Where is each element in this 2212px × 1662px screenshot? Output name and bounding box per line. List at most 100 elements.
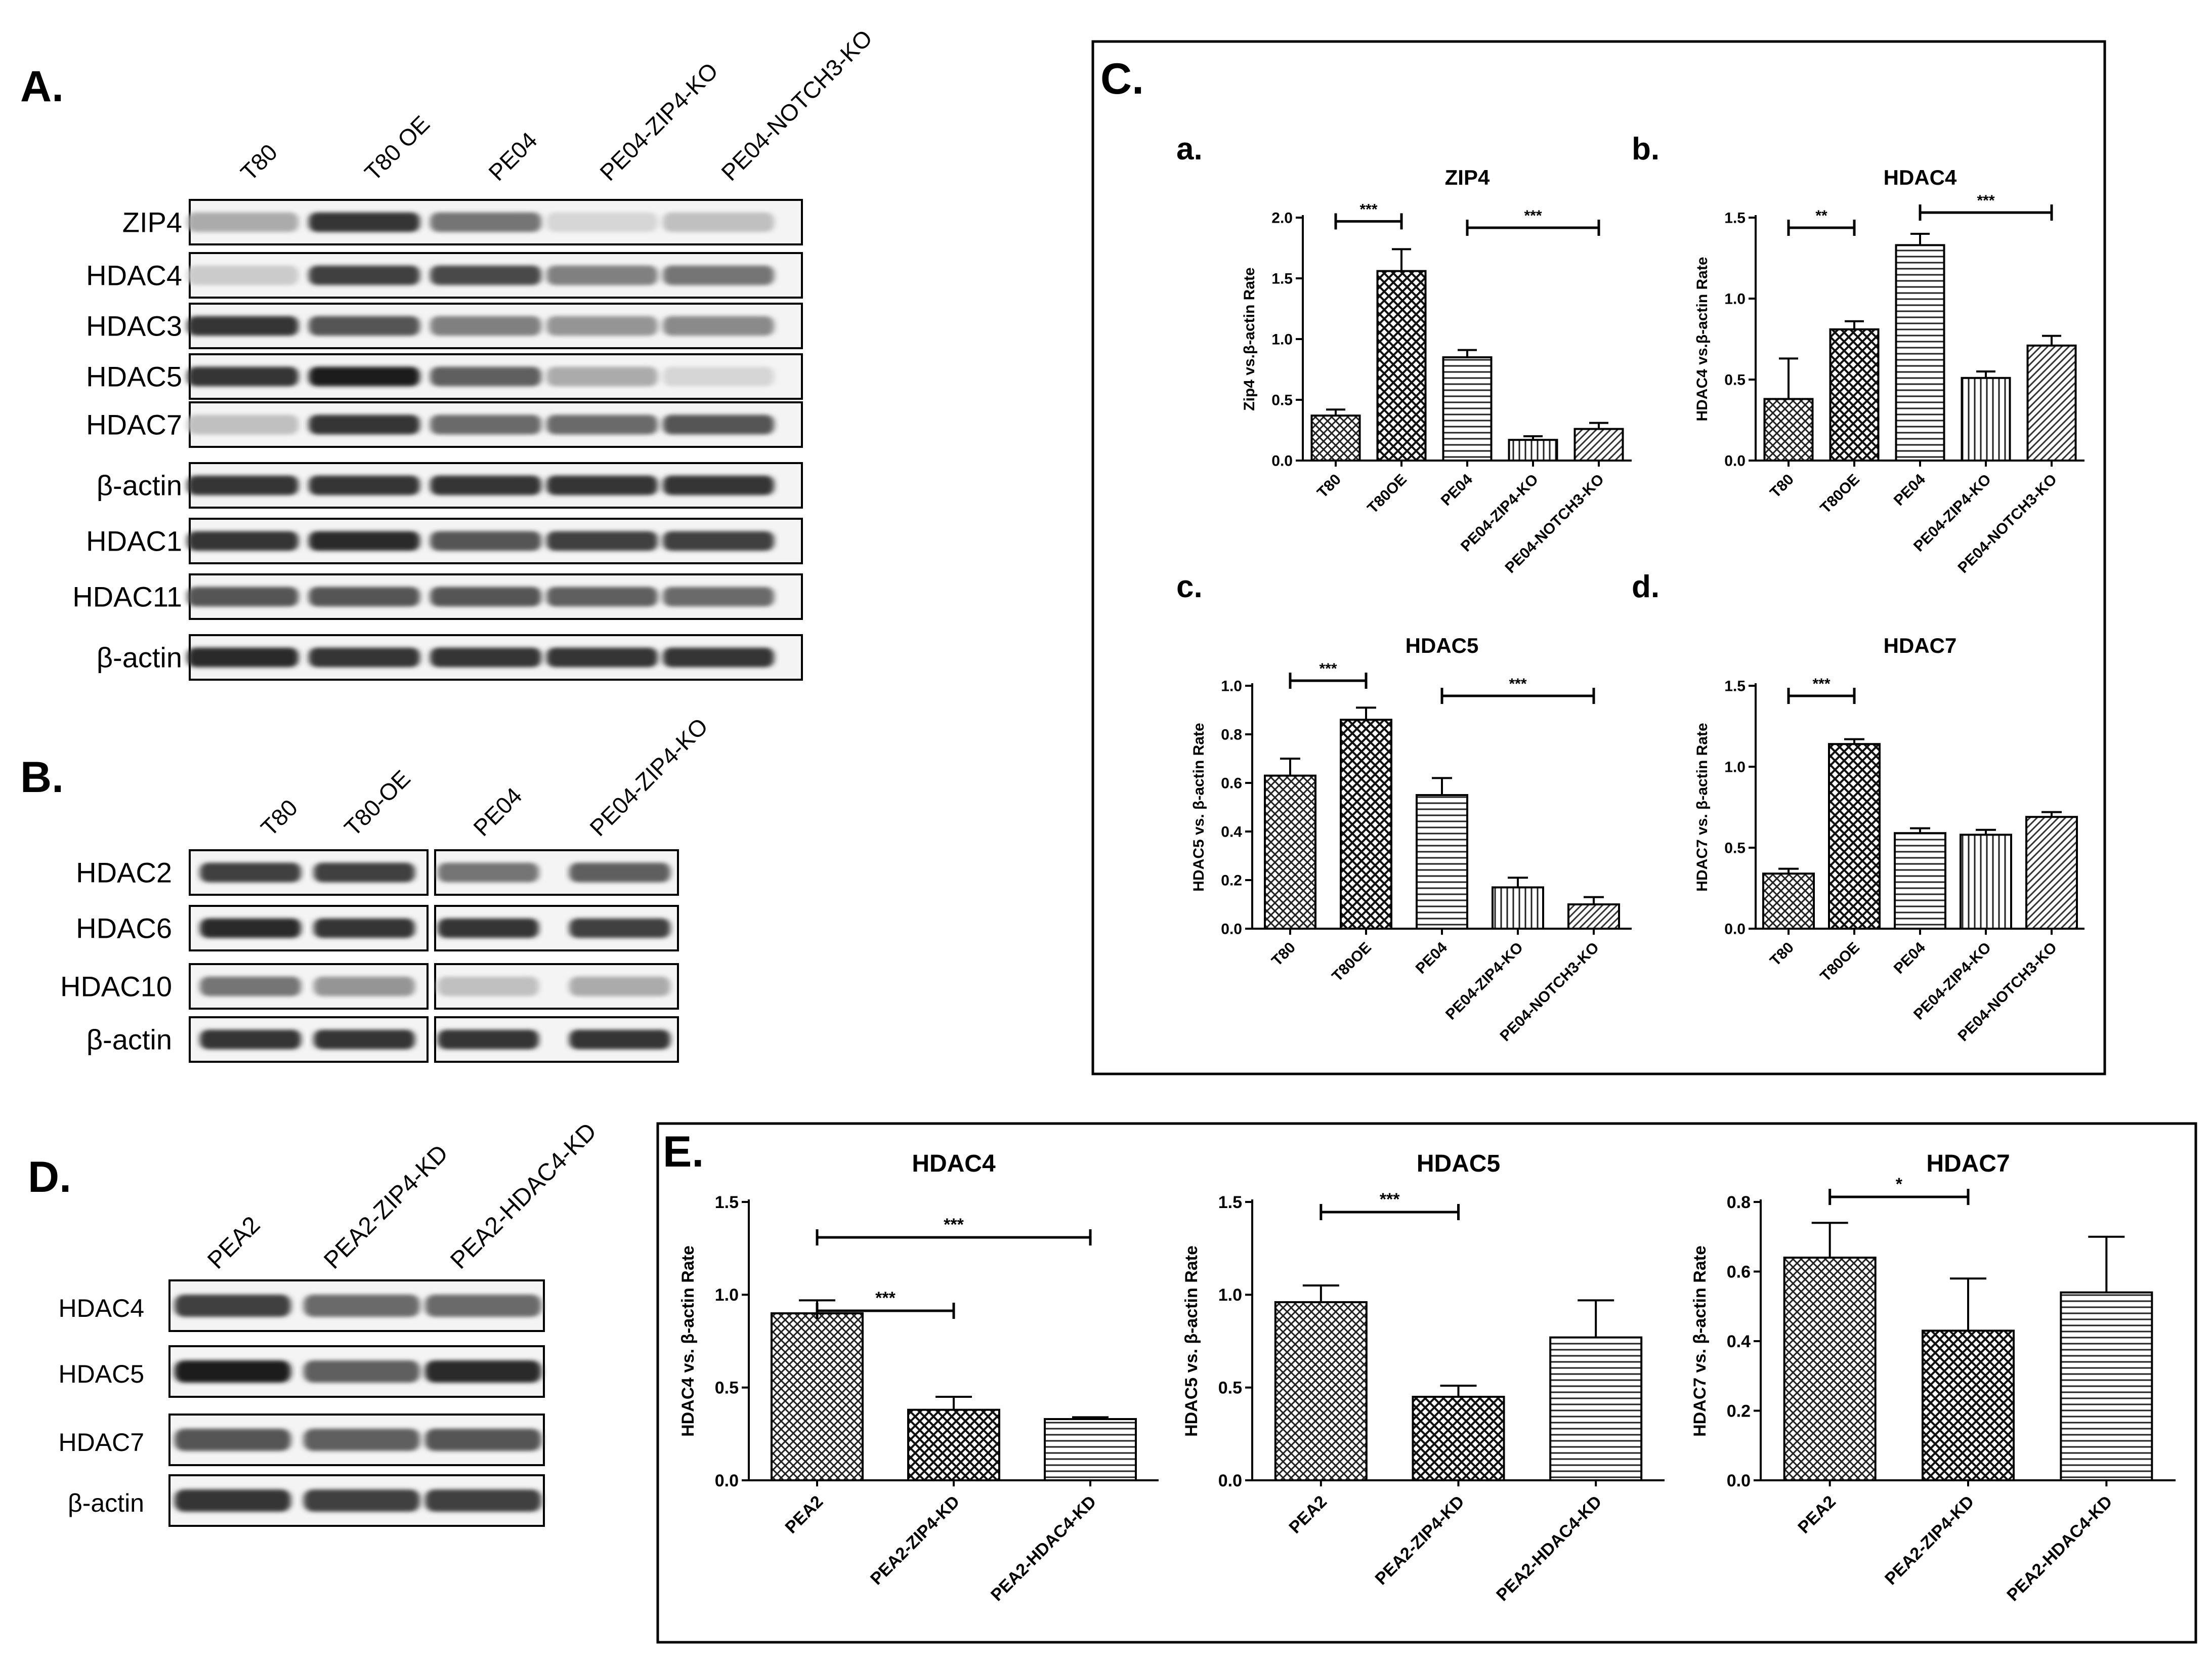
y-tick-label: 0.0 — [715, 1471, 739, 1490]
blot-band — [187, 366, 299, 387]
lane-label: PEA2-HDAC4-KD — [445, 1118, 602, 1274]
lane-label: PE04 — [483, 127, 542, 186]
bar — [1549, 1336, 1643, 1482]
blot-band — [430, 587, 541, 607]
x-tick-label: PEA2-ZIP4-KD — [867, 1492, 963, 1589]
blot-band — [438, 976, 539, 996]
blot-row-label: β-actin — [68, 1489, 144, 1517]
blot-band — [309, 647, 420, 668]
bar — [1783, 1257, 1877, 1481]
y-tick-label: 0.5 — [1724, 372, 1746, 389]
significance-label: *** — [944, 1215, 964, 1234]
y-tick-label: 0.0 — [1271, 453, 1293, 470]
bar — [1961, 377, 2011, 462]
y-tick-label: 0.5 — [1724, 840, 1746, 857]
y-axis-label: HDAC4 vs. β-actin Rate — [678, 1245, 698, 1437]
bar — [1763, 398, 1814, 462]
blot-band — [569, 862, 670, 883]
blot-band — [430, 212, 541, 232]
chart-title: HDAC4 — [912, 1150, 996, 1177]
blot-band — [438, 918, 539, 938]
panel-e-frame — [656, 1122, 2197, 1644]
subpanel-label-b: b. — [1632, 132, 1660, 167]
significance-label: * — [1896, 1175, 1903, 1194]
y-tick-label: 0.0 — [1727, 1471, 1751, 1490]
lane-label: PEA2 — [202, 1212, 265, 1274]
blot-band — [663, 316, 774, 336]
blot-band — [425, 1360, 541, 1383]
blot-band — [425, 1295, 541, 1317]
blot-band — [304, 1295, 420, 1317]
blot-band — [309, 531, 420, 551]
blot-band — [314, 918, 415, 938]
blot-band — [569, 918, 670, 938]
bar — [1310, 414, 1361, 462]
x-tick-label: T80OE — [1329, 939, 1375, 985]
significance-label: *** — [1319, 660, 1337, 677]
chart-title: HDAC5 — [1406, 634, 1479, 657]
blot-band — [304, 1360, 420, 1383]
lane-label: PE04-NOTCH3-KO — [716, 24, 877, 186]
x-tick-label: PEA2-ZIP4-KD — [1372, 1492, 1468, 1589]
y-tick-label: 1.0 — [1724, 759, 1746, 776]
blot-band — [200, 918, 301, 938]
western-blots: T80 T80 OE PE04 PE04-ZIP4-KOPE04-NOTCH3-KOZ… — [59, 24, 877, 1527]
x-tick-label: PE04 — [1891, 939, 1929, 977]
y-tick-label: 1.5 — [1724, 210, 1746, 227]
blot-row-label: β-actin — [97, 469, 182, 501]
x-tick-label: T80 — [1767, 939, 1797, 970]
chart-C-c: HDAC5 HDAC5 vs. β-actin Rate 0.0 0.2 0.4 0.6 0… — [1190, 634, 1632, 1045]
blot-row-label: HDAC7 — [59, 1428, 144, 1457]
significance-label: *** — [1380, 1190, 1400, 1209]
blot-band — [187, 212, 299, 232]
y-tick-label: 1.0 — [1218, 1285, 1242, 1305]
y-tick-label: 0.4 — [1727, 1332, 1751, 1351]
subpanel-label-a: a. — [1176, 132, 1203, 167]
blot-band — [425, 1489, 541, 1512]
blot-band — [309, 475, 420, 495]
x-tick-label: PE04-ZIP4-KO — [1442, 939, 1526, 1023]
blot-band — [187, 475, 299, 495]
y-tick-label: 1.0 — [1221, 678, 1242, 695]
blot-band — [187, 316, 299, 336]
y-tick-label: 1.0 — [1724, 291, 1746, 308]
y-tick-label: 0.8 — [1221, 727, 1242, 743]
x-tick-label: T80OE — [1817, 471, 1863, 517]
lane-label: T80 — [235, 139, 282, 186]
y-tick-label: 1.0 — [1271, 331, 1293, 348]
bar — [1573, 428, 1624, 462]
x-tick-label: PEA2-HDAC4-KD — [1493, 1492, 1605, 1605]
significance-label: *** — [1359, 201, 1377, 218]
blot-band — [663, 366, 774, 387]
blot-row-label: β-actin — [97, 641, 182, 673]
blot-band — [175, 1295, 291, 1317]
blot-band — [309, 414, 420, 435]
blot-band — [546, 212, 658, 232]
blot-band — [304, 1489, 420, 1512]
bar — [2025, 816, 2078, 930]
y-tick-label: 1.5 — [1724, 678, 1746, 695]
bar — [1044, 1418, 1137, 1481]
blot-row-label: HDAC4 — [59, 1294, 144, 1322]
y-axis-label: HDAC7 vs. β-actin Rate — [1694, 723, 1711, 891]
bar — [1376, 270, 1427, 462]
y-tick-label: 1.5 — [1218, 1193, 1242, 1212]
blot-row-label: HDAC7 — [86, 408, 182, 440]
y-axis-label: Zip4 vs.β-actin Rate — [1241, 267, 1258, 410]
blot-band — [187, 265, 299, 285]
blot-B: T80 T80-OE PE04 PE04-ZIP4-KO HDAC2 HDAC6 HDAC1… — [60, 713, 713, 1063]
y-tick-label: 1.5 — [1271, 271, 1293, 287]
panel-c-frame — [1091, 40, 2106, 1075]
bar — [1567, 903, 1620, 930]
blot-band — [546, 531, 658, 551]
x-tick-label: T80 — [1767, 471, 1797, 502]
significance-label: *** — [1977, 192, 1994, 209]
x-tick-label: PE04 — [1438, 471, 1476, 509]
blot-band — [309, 265, 420, 285]
chart-C-d: HDAC7 HDAC7 vs. β-actin Rate 0.0 0.5 1.0 1.5 T… — [1694, 634, 2085, 1045]
bar — [2060, 1291, 2153, 1481]
blot-band — [663, 475, 774, 495]
blot-row-label: ZIP4 — [122, 206, 182, 238]
x-tick-label: PEA2 — [1794, 1492, 1840, 1538]
y-tick-label: 0.0 — [1221, 921, 1242, 938]
